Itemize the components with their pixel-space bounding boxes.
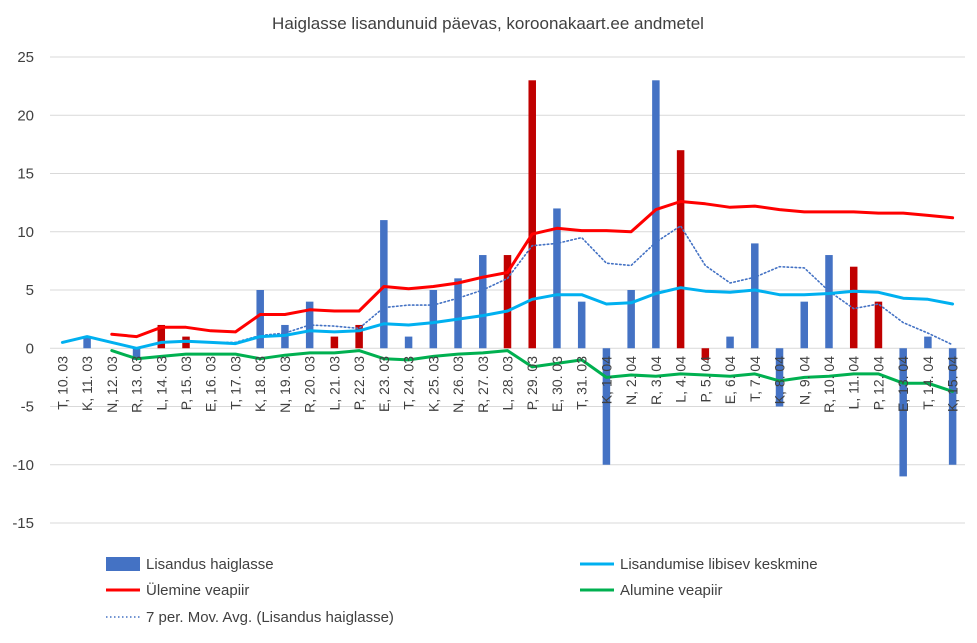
x-tick-label: K, 18. 03 xyxy=(252,356,268,412)
x-tick-label: E, 23. 03 xyxy=(376,356,392,412)
bar xyxy=(676,150,685,349)
y-tick-label: -5 xyxy=(21,399,34,416)
x-tick-label: P, 12. 04 xyxy=(870,356,886,410)
bar xyxy=(454,278,462,349)
x-tick-label: T, 31. 03 xyxy=(574,356,590,410)
bar xyxy=(132,348,141,360)
bar xyxy=(157,324,166,349)
x-tick-label: L, 4. 04 xyxy=(673,356,689,403)
x-tick-label: K, 11. 03 xyxy=(79,356,95,411)
x-tick-label: R, 27. 03 xyxy=(475,356,491,413)
bar xyxy=(701,348,710,360)
bar xyxy=(849,266,858,349)
x-tick-label: E, 6. 04 xyxy=(722,356,738,404)
x-tick-label: N, 2. 04 xyxy=(623,356,639,405)
x-tick-label: T, 7. 04 xyxy=(747,356,763,402)
bar xyxy=(751,243,759,349)
x-tick-label: T, 24. 03 xyxy=(401,356,417,410)
x-tick-label: N, 9. 04 xyxy=(796,356,812,405)
x-tick-label: P, 15. 03 xyxy=(178,356,194,410)
x-tick-label: R, 20. 03 xyxy=(302,356,318,413)
bar xyxy=(256,290,264,349)
x-tick-label: R, 10. 04 xyxy=(821,356,837,413)
x-tick-label: R, 3. 04 xyxy=(648,356,664,405)
x-tick-label: N, 26. 03 xyxy=(450,356,466,413)
x-tick-label: T, 17. 03 xyxy=(227,356,243,410)
bars-layer xyxy=(83,80,957,477)
bar xyxy=(479,255,487,349)
y-tick-label: 25 xyxy=(17,49,34,66)
bar xyxy=(330,336,339,349)
y-axis: 25 20 15 10 5 0 -5 -10 -15 xyxy=(12,49,34,532)
bar xyxy=(652,80,660,349)
bar xyxy=(627,290,635,349)
series-line xyxy=(110,349,955,393)
bar xyxy=(800,301,809,349)
x-tick-label: E, 13. 04 xyxy=(895,356,911,412)
x-tick-label: P, 29. 03 xyxy=(524,356,540,410)
y-tick-label: 20 xyxy=(17,107,34,124)
x-tick-label: E, 16. 03 xyxy=(203,356,219,412)
x-tick-label: N, 19. 03 xyxy=(277,356,293,413)
bar xyxy=(577,301,586,349)
x-tick-label: K, 25. 03 xyxy=(425,356,441,412)
legend-swatch xyxy=(106,557,140,571)
bar xyxy=(874,301,883,349)
x-tick-label: K, 15. 04 xyxy=(945,356,961,412)
bar xyxy=(775,348,784,407)
bar xyxy=(825,255,833,349)
bar xyxy=(726,336,734,349)
legend-label: Ülemine veapiir xyxy=(146,581,249,599)
y-tick-label: -10 xyxy=(12,457,34,474)
chart-title: Haiglasse lisandunuid päevas, koroonakaa… xyxy=(272,14,704,33)
x-tick-label: R, 13. 03 xyxy=(129,356,145,413)
legend: Lisandus haiglasse Lisandumise libisev ke… xyxy=(106,556,818,626)
bar xyxy=(503,255,512,349)
x-tick-label: L, 21. 03 xyxy=(326,356,342,411)
legend-label: 7 per. Mov. Avg. (Lisandus haiglasse) xyxy=(146,609,394,626)
legend-label: Alumine veapiir xyxy=(620,582,723,599)
x-tick-label: T, 10. 03 xyxy=(54,356,70,410)
bar xyxy=(83,336,91,349)
y-tick-label: 5 xyxy=(26,282,34,299)
x-tick-label: K, 8. 04 xyxy=(772,356,788,404)
bar xyxy=(355,324,363,349)
x-tick-label: L, 11. 04 xyxy=(846,356,862,410)
y-tick-label: 15 xyxy=(17,166,34,183)
x-tick-label: L, 14. 03 xyxy=(153,356,169,411)
y-tick-label: -15 xyxy=(12,515,34,532)
x-tick-label: N, 12. 03 xyxy=(104,356,120,413)
x-tick-label: E, 30. 03 xyxy=(549,356,565,412)
bar xyxy=(380,220,388,349)
y-tick-label: 10 xyxy=(17,224,34,241)
lines-layer xyxy=(60,200,955,393)
x-tick-label: T, 14. 04 xyxy=(920,356,936,410)
x-tick-label: P, 22. 03 xyxy=(351,356,367,410)
x-tick-label: K, 1. 04 xyxy=(598,356,614,404)
x-axis: T, 10. 03 K, 11. 03 N, 12. 03 R, 13. 03 L, 1… xyxy=(54,356,960,413)
y-tick-label: 0 xyxy=(26,340,34,357)
series-line xyxy=(110,200,955,339)
bar xyxy=(404,336,413,349)
bar xyxy=(948,348,957,465)
series-line xyxy=(209,225,954,346)
legend-label: Lisandus haiglasse xyxy=(146,556,274,573)
bar xyxy=(924,336,932,349)
bar xyxy=(528,80,536,349)
x-tick-label: L, 28. 03 xyxy=(500,356,516,411)
bar xyxy=(429,290,438,349)
series-line xyxy=(60,286,955,350)
legend-label: Lisandumise libisev keskmine xyxy=(620,556,818,573)
x-tick-label: P, 5. 04 xyxy=(697,356,713,403)
bar xyxy=(602,348,611,465)
bar xyxy=(899,348,907,477)
bar xyxy=(553,208,561,349)
